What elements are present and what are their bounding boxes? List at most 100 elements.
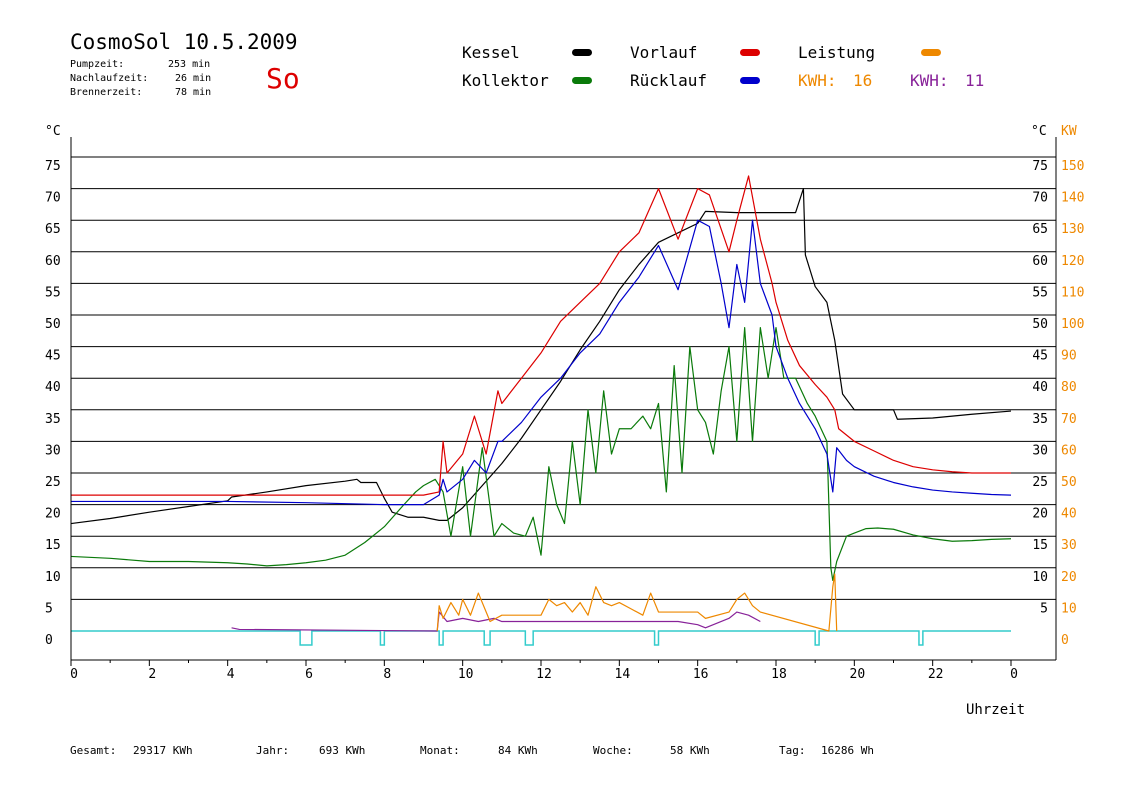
- y-tick-label-left: 5: [45, 601, 53, 616]
- legend-swatch-leistung: [921, 49, 941, 56]
- y-tick-label-left: 65: [45, 222, 61, 237]
- y-tick-label-kw: 0: [1061, 633, 1069, 648]
- y-tick-label-kw: 100: [1061, 317, 1084, 332]
- weather-indicator: So: [266, 62, 300, 95]
- y-tick-label-left: 15: [45, 538, 61, 553]
- y-tick-label-right: 10: [1032, 570, 1048, 585]
- series-line-vorlauf: [71, 175, 1011, 496]
- kwh-label-2: KWH:: [910, 71, 949, 90]
- y-tick-label-right: 65: [1032, 222, 1048, 237]
- footer-value: 84 KWh: [498, 744, 538, 757]
- y-tick-label-left: 30: [45, 443, 61, 458]
- y-tick-label-right: 15: [1032, 538, 1048, 553]
- footer-value: 16286 Wh: [821, 744, 874, 757]
- y-tick-label-kw: 70: [1061, 412, 1077, 427]
- y-tick-label-right: 75: [1032, 159, 1048, 174]
- y-tick-label-right: 60: [1032, 254, 1048, 269]
- x-tick-label: 2: [148, 667, 156, 682]
- y-tick-label-left: 75: [45, 159, 61, 174]
- footer-value: 29317 KWh: [133, 744, 193, 757]
- y-tick-label-kw: 60: [1061, 443, 1077, 458]
- y-tick-label-left: 10: [45, 570, 61, 585]
- stat-label: Nachlaufzeit:: [70, 73, 149, 84]
- x-tick-label: 6: [305, 667, 313, 682]
- y-tick-label-right: 40: [1032, 380, 1048, 395]
- y-tick-label-kw: 130: [1061, 222, 1084, 237]
- y-tick-label-kw: 140: [1061, 191, 1084, 206]
- y-tick-label-kw: 120: [1061, 254, 1084, 269]
- footer-label: Jahr:: [256, 744, 290, 757]
- x-tick-label: 10: [458, 667, 474, 682]
- y-tick-label-left: 35: [45, 412, 61, 427]
- stat-value: 26 min: [175, 73, 212, 84]
- series-line-ruecklauf: [71, 219, 1012, 506]
- legend-swatch-vorlauf: [740, 49, 760, 56]
- stat-label: Pumpzeit:: [70, 59, 125, 70]
- y-tick-label-left: 70: [45, 191, 61, 206]
- y-tick-label-right: 30: [1032, 443, 1048, 458]
- y-tick-label-kw: 50: [1061, 475, 1077, 490]
- legend-label-kollektor: Kollektor: [462, 71, 549, 90]
- stat-label: Brennerzeit:: [70, 87, 143, 98]
- stat-value: 78 min: [175, 87, 212, 98]
- y-tick-label-right: 45: [1032, 349, 1048, 364]
- y-tick-label-right: 70: [1032, 191, 1048, 206]
- footer-value: 693 KWh: [319, 744, 366, 757]
- y-tick-label-left: 20: [45, 507, 61, 522]
- chart-title: CosmoSol 10.5.2009: [70, 30, 298, 54]
- legend-label-kessel: Kessel: [462, 43, 520, 62]
- y-tick-label-left: 45: [45, 349, 61, 364]
- pump-status-line: [71, 630, 1011, 646]
- x-tick-label: 8: [383, 667, 391, 682]
- series-line-leistung: [436, 573, 838, 632]
- y-axis-label-right: °C: [1031, 124, 1047, 139]
- x-tick-label: 0: [70, 667, 78, 682]
- y-tick-label-kw: 80: [1061, 380, 1077, 395]
- y-tick-label-kw: 90: [1061, 349, 1077, 364]
- y-tick-label-left: 60: [45, 254, 61, 269]
- y-tick-label-right: 55: [1032, 285, 1048, 300]
- y-tick-label-right: 50: [1032, 317, 1048, 332]
- y-tick-label-kw: 110: [1061, 285, 1084, 300]
- kwh-value-leistung: 16: [853, 71, 873, 90]
- legend-label-ruecklauf: Rücklauf: [630, 71, 708, 90]
- x-tick-label: 12: [536, 667, 552, 682]
- y-tick-label-kw: 150: [1061, 159, 1084, 174]
- y-tick-label-kw: 10: [1061, 601, 1077, 616]
- legend-swatch-ruecklauf: [740, 77, 760, 84]
- x-tick-label: 0: [1010, 667, 1018, 682]
- series-line-kwh2: [231, 611, 761, 632]
- y-tick-label-right: 20: [1032, 507, 1048, 522]
- kwh-value-2: 11: [965, 71, 985, 90]
- footer-value: 58 KWh: [670, 744, 710, 757]
- y-tick-label-left: 40: [45, 380, 61, 395]
- legend-swatch-kessel: [572, 49, 592, 56]
- series-line-kollektor: [70, 327, 1012, 582]
- y-tick-label-kw: 20: [1061, 570, 1077, 585]
- x-tick-label: 20: [850, 667, 866, 682]
- x-tick-label: 14: [615, 667, 631, 682]
- stat-value: 253 min: [168, 59, 211, 70]
- y-tick-label-right: 5: [1040, 601, 1048, 616]
- x-tick-label: 22: [928, 667, 944, 682]
- y-tick-label-right: 35: [1032, 412, 1048, 427]
- y-tick-label-left: 50: [45, 317, 61, 332]
- footer-label: Tag:: [779, 744, 806, 757]
- y-tick-label-left: 55: [45, 285, 61, 300]
- y-tick-label-kw: 30: [1061, 538, 1077, 553]
- footer-label: Woche:: [593, 744, 633, 757]
- x-tick-label: 4: [227, 667, 235, 682]
- legend-swatch-kollektor: [572, 77, 592, 84]
- legend-label-vorlauf: Vorlauf: [630, 43, 698, 62]
- footer-label: Gesamt:: [70, 744, 117, 757]
- footer-label: Monat:: [420, 744, 460, 757]
- x-tick-label: 18: [771, 667, 787, 682]
- series-line-kessel: [70, 188, 1012, 525]
- y-tick-label-left: 25: [45, 475, 61, 490]
- y-axis-label-left: °C: [45, 124, 61, 139]
- y-tick-label-kw: 40: [1061, 507, 1077, 522]
- kwh-label-leistung: KWH:: [798, 71, 837, 90]
- x-tick-label: 16: [693, 667, 709, 682]
- y-axis-label-kw: KW: [1061, 124, 1077, 139]
